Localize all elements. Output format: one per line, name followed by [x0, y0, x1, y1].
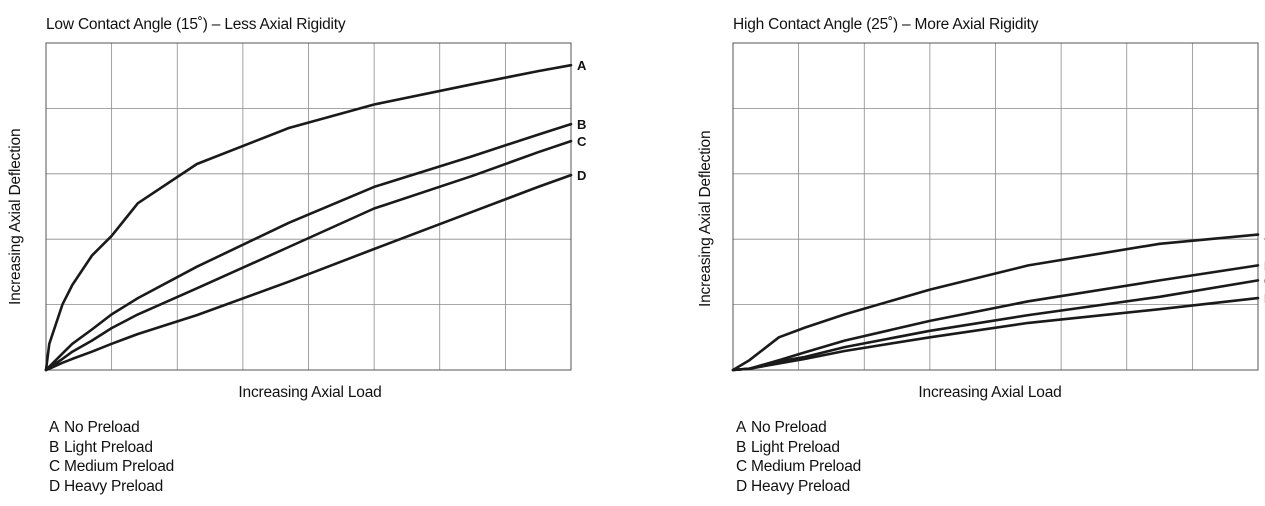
legend-label: Heavy Preload	[64, 477, 164, 495]
legend-key: B	[736, 438, 747, 456]
series-line-a	[44, 63, 573, 372]
legend: A No Preload B Light Preload C Medium Prelo…	[736, 418, 861, 496]
legend-item: B Light Preload	[49, 438, 174, 458]
legend-key: B	[49, 438, 60, 456]
legend-label: Medium Preload	[751, 458, 862, 475]
legend-key: D	[49, 477, 60, 495]
plot-frame	[732, 42, 1259, 371]
legend-key: A	[736, 419, 747, 436]
legend-item: D Heavy Preload	[49, 477, 174, 497]
legend-item: C Medium Preload	[49, 457, 174, 477]
x-axis-label: Increasing Axial Load	[238, 384, 382, 401]
legend-label: Medium Preload	[64, 458, 175, 475]
series-line-b	[44, 122, 573, 372]
plot-frame	[45, 42, 572, 371]
legend-label: Light Preload	[64, 438, 153, 456]
series-end-label-d: D	[577, 168, 586, 183]
series-line-d	[731, 296, 1260, 372]
chart-title: Low Contact Angle (15˚) – Less Axial Rig…	[46, 16, 346, 33]
series-end-label-c: C	[577, 134, 587, 149]
legend-key: C	[49, 458, 60, 475]
legend-item: A No Preload	[49, 418, 174, 438]
legend-item: B Light Preload	[736, 438, 861, 458]
legend-label: No Preload	[64, 419, 140, 436]
y-axis-label: Increasing Axial Deflection	[697, 130, 714, 307]
y-axis-label: Increasing Axial Deflection	[7, 128, 24, 305]
legend-key: C	[736, 458, 747, 475]
legend-item: C Medium Preload	[736, 457, 861, 477]
chart-title: High Contact Angle (25˚) – More Axial Ri…	[733, 16, 1039, 33]
legend-item: A No Preload	[736, 418, 861, 438]
series-end-label-b: B	[577, 117, 586, 132]
legend-key: A	[49, 419, 60, 436]
legend-label: No Preload	[751, 419, 827, 436]
legend-label: Light Preload	[751, 438, 840, 456]
plot-area: A BC D	[44, 42, 587, 372]
legend-item: D Heavy Preload	[736, 477, 861, 497]
series-line-c	[44, 139, 573, 372]
series-line-a	[731, 233, 1260, 372]
legend-label: Heavy Preload	[751, 477, 851, 495]
x-axis-label: Increasing Axial Load	[918, 384, 1062, 401]
series-line-d	[44, 173, 573, 372]
legend-key: D	[736, 477, 747, 495]
series-end-label-a: A	[577, 58, 587, 73]
legend: A No Preload B Light Preload C Medium Prelo…	[49, 418, 174, 496]
